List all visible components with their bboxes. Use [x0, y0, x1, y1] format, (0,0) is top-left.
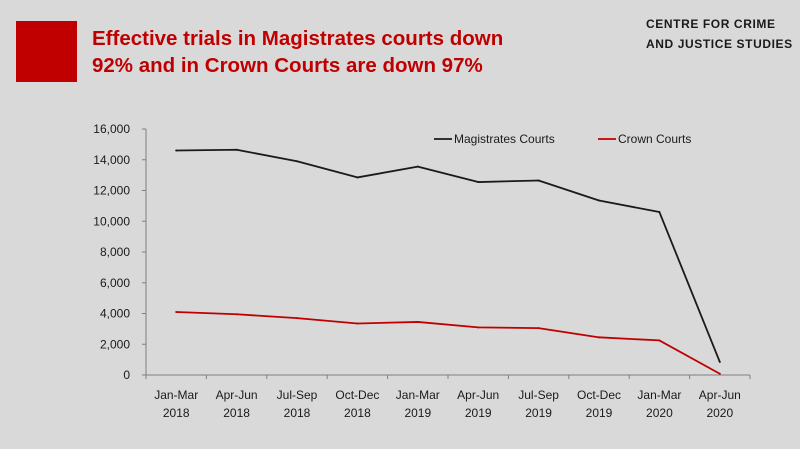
data-point-magistrates-courts	[598, 199, 600, 202]
data-point-crown-courts	[296, 317, 298, 320]
data-point-magistrates-courts	[658, 211, 661, 214]
brand-logo-text: CENTRE FOR CRIME AND JUSTICE STUDIES	[646, 14, 793, 54]
data-point-magistrates-courts	[356, 176, 359, 179]
data-point-magistrates-courts	[477, 181, 480, 184]
x-tick-label: Jul-Sep 2019	[518, 388, 559, 420]
x-tick-label: Oct-Dec 2018	[335, 388, 379, 420]
y-axis: 0 2,000 4,000 6,000 8,000 10,000 12,000 14,000 1…	[93, 122, 147, 382]
data-point-magistrates-courts	[718, 360, 721, 363]
data-point-magistrates-courts	[175, 149, 178, 152]
brand-red-square	[16, 21, 77, 82]
chart-title: Effective trials in Magistrates courts d…	[92, 25, 562, 79]
series-line-crown-courts	[176, 311, 721, 375]
data-point-magistrates-courts	[537, 179, 540, 182]
x-tick-label: Jan-Mar 2018	[154, 388, 198, 420]
x-tick-label: Jul-Sep 2018	[277, 388, 318, 420]
data-point-crown-courts	[477, 326, 480, 329]
y-tick-label: 4,000	[100, 307, 130, 321]
legend-label-magistrates-courts: Magistrates Courts	[454, 132, 555, 146]
x-axis: Jan-Mar 2018 Apr-Jun 2018 Jul-Sep 2018 Oct-Dec…	[145, 374, 751, 420]
data-point-crown-courts	[175, 310, 178, 313]
x-tick-label: Apr-Jun 2020	[699, 388, 741, 420]
x-tick-label: Jan-Mar 2019	[396, 388, 440, 420]
x-tick-label: Jan-Mar 2020	[637, 388, 681, 420]
brand-line-2: AND JUSTICE STUDIES	[646, 37, 793, 51]
y-tick-label: 8,000	[100, 245, 130, 259]
legend: Magistrates Courts Crown Courts	[434, 132, 691, 146]
x-tick-label: Apr-Jun 2019	[457, 388, 499, 420]
data-point-crown-courts	[416, 320, 419, 323]
data-point-crown-courts	[718, 372, 721, 375]
data-point-crown-courts	[235, 313, 238, 316]
x-tick-label: Apr-Jun 2018	[216, 388, 258, 420]
data-point-magistrates-courts	[296, 160, 298, 163]
x-tick-label: Oct-Dec 2019	[577, 388, 621, 420]
data-point-crown-courts	[537, 327, 540, 330]
y-tick-label: 6,000	[100, 276, 130, 290]
brand-line-1: CENTRE FOR CRIME	[646, 17, 776, 31]
chart-title-line-2: 92% and in Crown Courts are down 97%	[92, 54, 483, 77]
series-line-magistrates-courts	[176, 148, 721, 363]
y-tick-label: 14,000	[93, 153, 130, 167]
y-tick-label: 10,000	[93, 214, 130, 228]
data-point-magistrates-courts	[235, 148, 238, 151]
data-point-magistrates-courts	[416, 165, 419, 168]
legend-label-crown-courts: Crown Courts	[618, 132, 691, 146]
data-point-crown-courts	[356, 322, 359, 325]
y-tick-label: 0	[123, 368, 130, 382]
series-layer	[175, 148, 721, 375]
y-tick-label: 12,000	[93, 184, 130, 198]
data-point-crown-courts	[598, 336, 600, 339]
y-tick-label: 16,000	[93, 122, 130, 136]
data-point-crown-courts	[658, 339, 661, 342]
chart-title-line-1: Effective trials in Magistrates courts d…	[92, 27, 504, 50]
y-tick-label: 2,000	[100, 337, 130, 351]
